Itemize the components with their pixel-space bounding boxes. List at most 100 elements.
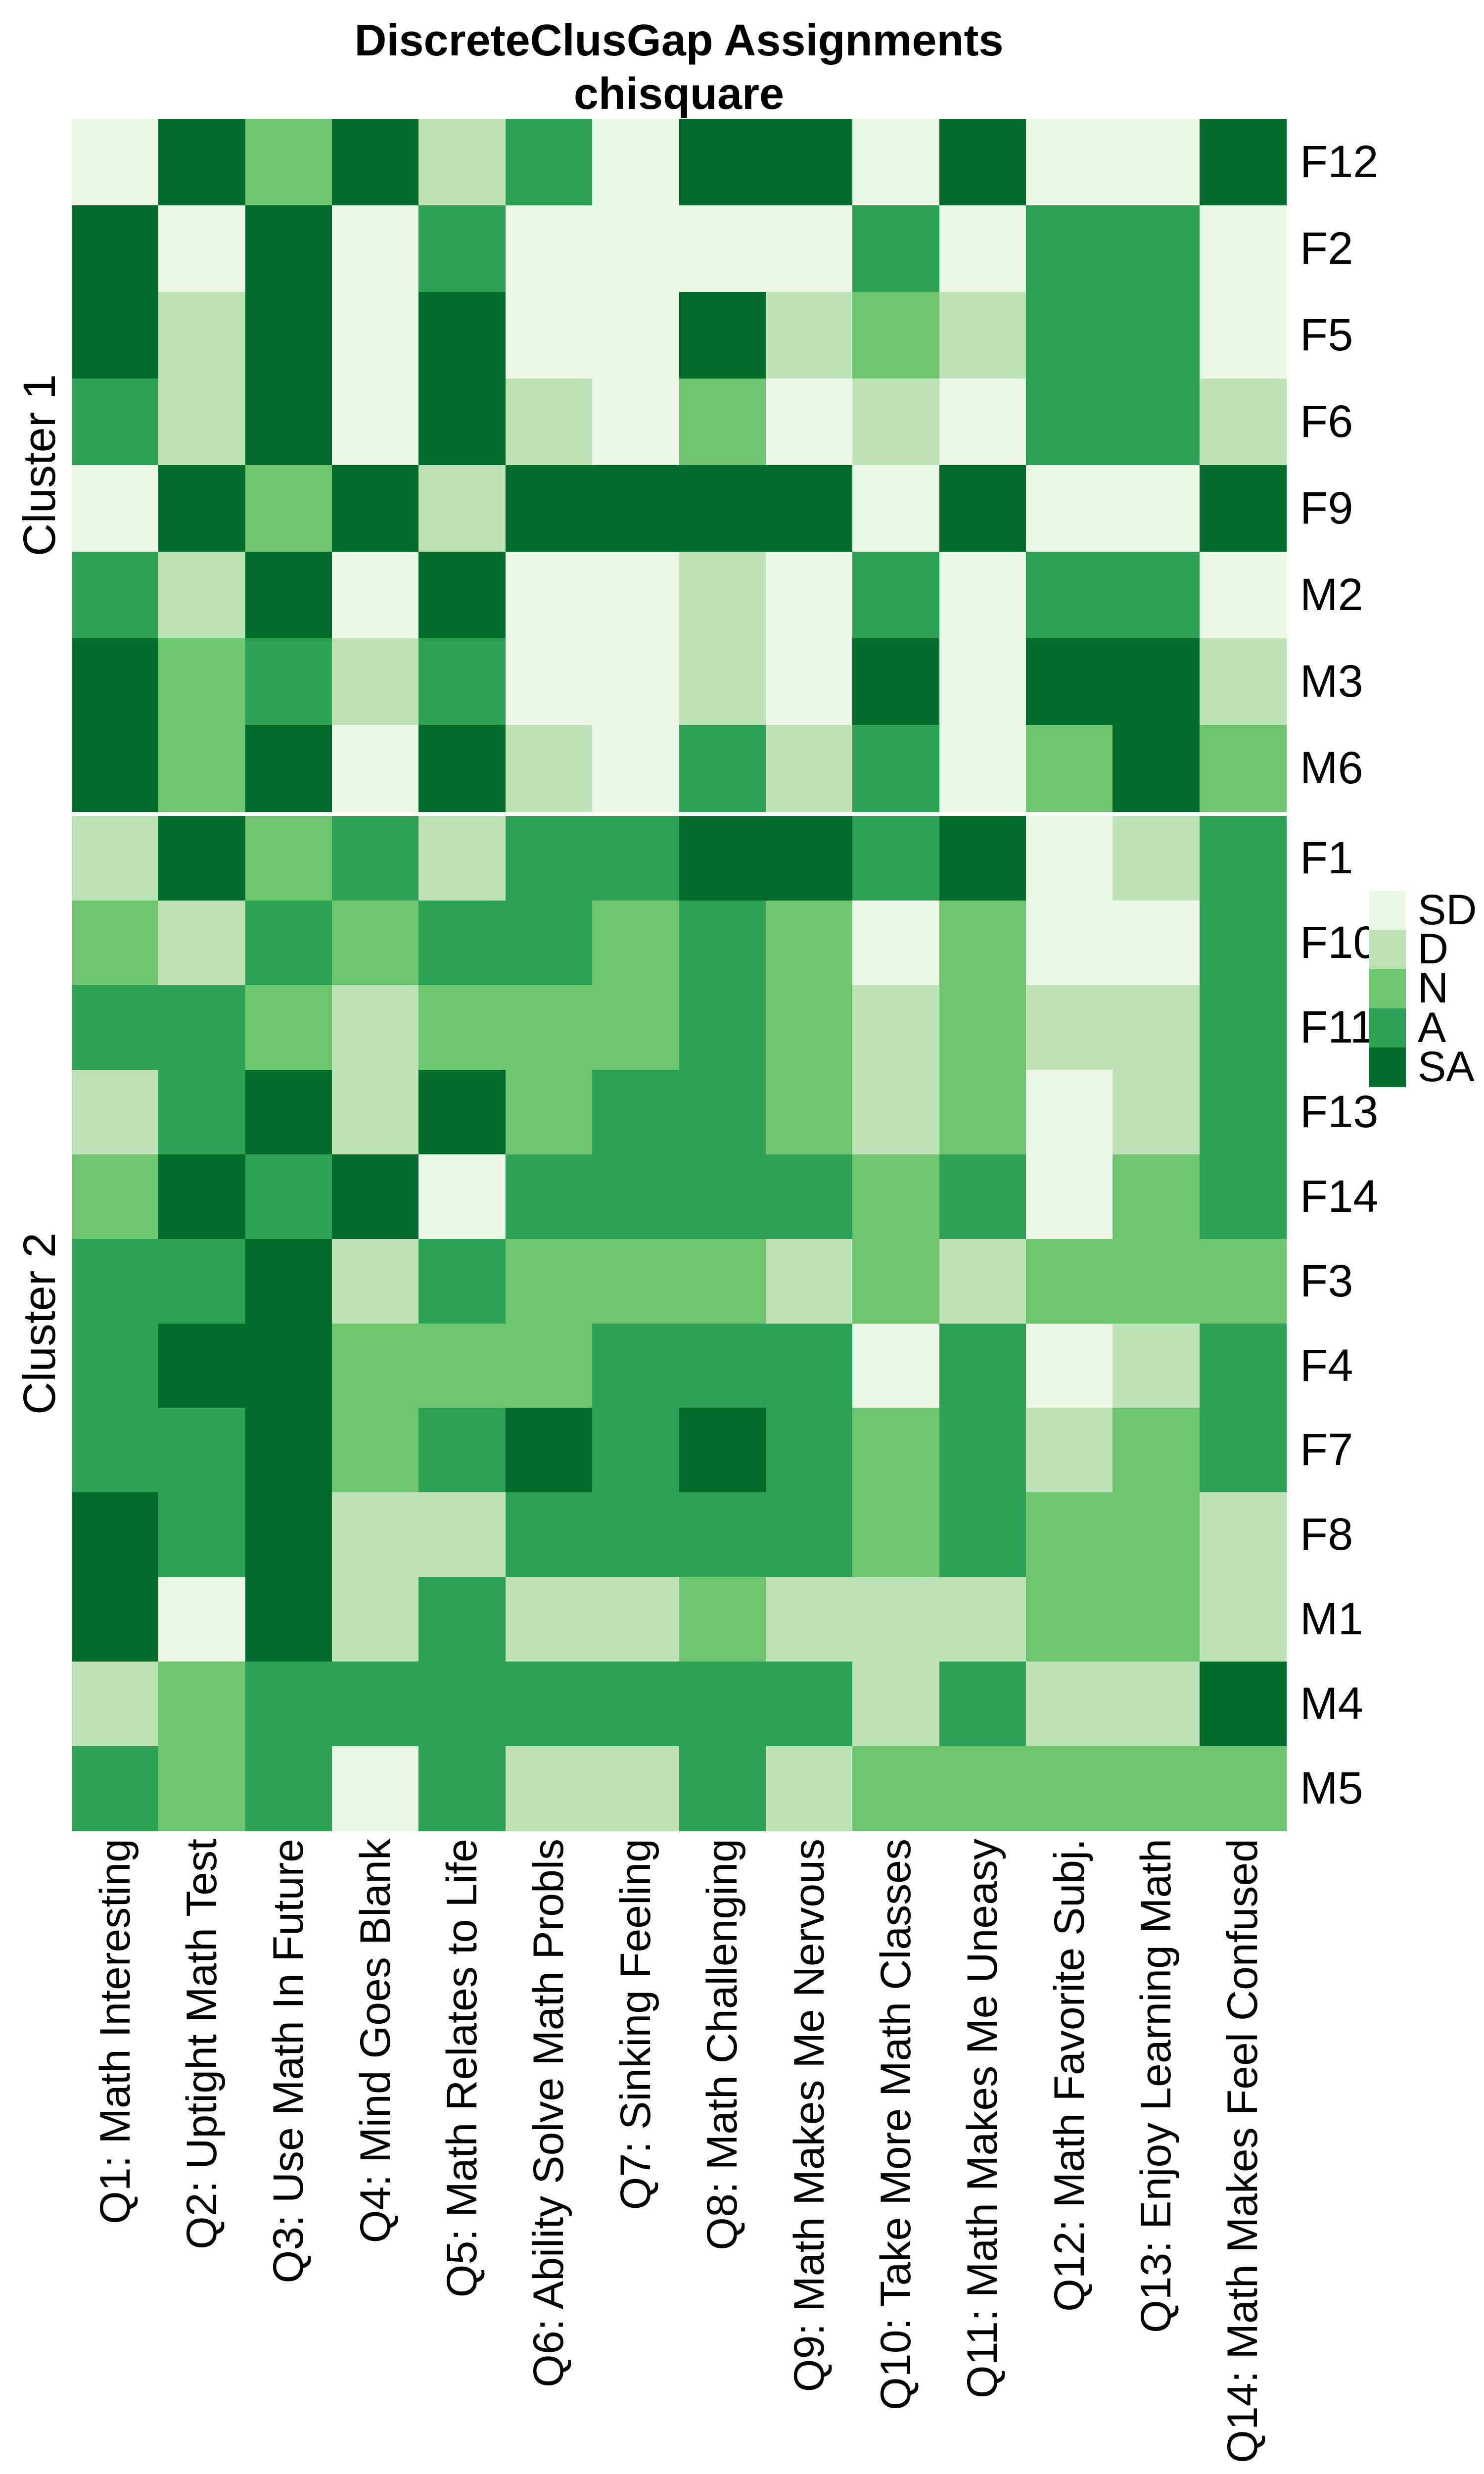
col-label-q7: Q7: Sinking Feeling xyxy=(611,1839,659,2210)
heatmap-cell-M3-col6 xyxy=(505,638,593,725)
heatmap-cell-F11-col5 xyxy=(418,985,506,1070)
heatmap-cell-F14-col5 xyxy=(418,1154,506,1239)
heatmap-cell-F11-col7 xyxy=(592,985,680,1070)
heatmap-cell-F11-col10 xyxy=(852,985,940,1070)
col-label-q4: Q4: Mind Goes Blank xyxy=(351,1839,399,2243)
heatmap-cell-M1-col10 xyxy=(852,1577,940,1663)
heatmap-cell-F14-col10 xyxy=(852,1154,940,1239)
heatmap-cell-F1-col13 xyxy=(1113,816,1200,901)
row-label-F6: F6 xyxy=(1300,396,1353,447)
heatmap-cell-F7-col13 xyxy=(1113,1408,1200,1493)
heatmap-cell-M6-col14 xyxy=(1199,725,1287,812)
heatmap-cell-F2-col8 xyxy=(679,205,766,292)
heatmap-cell-F14-col7 xyxy=(592,1154,680,1239)
legend-swatch-SA xyxy=(1369,1047,1406,1087)
heatmap-cell-M6-col5 xyxy=(418,725,506,812)
heatmap-cell-F1-col4 xyxy=(332,816,419,901)
heatmap-cell-M2-col6 xyxy=(505,552,593,639)
row-label-M1: M1 xyxy=(1300,1594,1363,1645)
heatmap-cell-F11-col1 xyxy=(72,985,159,1070)
heatmap-cell-M5-col14 xyxy=(1199,1746,1287,1831)
row-label-F8: F8 xyxy=(1300,1509,1353,1560)
heatmap-cell-F9-col1 xyxy=(72,465,159,552)
heatmap-cell-F13-col11 xyxy=(939,1069,1026,1155)
heatmap-cell-F9-col6 xyxy=(505,465,593,552)
col-label-q5: Q5: Math Relates to Life xyxy=(438,1839,486,2298)
col-label-q8: Q8: Math Challenging xyxy=(698,1839,746,2250)
heatmap-cell-F13-col10 xyxy=(852,1069,940,1155)
heatmap-cell-F7-col8 xyxy=(679,1408,766,1493)
heatmap-cell-F14-col1 xyxy=(72,1154,159,1239)
row-label-F3: F3 xyxy=(1300,1255,1353,1306)
heatmap-cell-M3-col14 xyxy=(1199,638,1287,725)
col-label-q12: Q12: Math Favorite Subj. xyxy=(1045,1839,1093,2312)
heatmap-cell-F13-col1 xyxy=(72,1069,159,1155)
heatmap-cell-F9-col3 xyxy=(245,465,333,552)
heatmap-cell-F1-col12 xyxy=(1025,816,1113,901)
heatmap-cell-F13-col8 xyxy=(679,1069,766,1155)
heatmap-cell-M1-col4 xyxy=(332,1577,419,1663)
heatmap-cell-F4-col14 xyxy=(1199,1323,1287,1409)
heatmap-cell-M4-col8 xyxy=(679,1662,766,1747)
heatmap-cell-M6-col9 xyxy=(765,725,853,812)
heatmap-cell-F7-col9 xyxy=(765,1408,853,1493)
heatmap-cell-M5-col10 xyxy=(852,1746,940,1831)
heatmap-cell-F10-col14 xyxy=(1199,900,1287,986)
heatmap-cell-F6-col5 xyxy=(418,379,506,466)
heatmap-cell-M3-col1 xyxy=(72,638,159,725)
chart-subtitle: chisquare xyxy=(573,69,785,119)
heatmap-cell-F2-col6 xyxy=(505,205,593,292)
heatmap-cell-F10-col9 xyxy=(765,900,853,986)
heatmap-cell-F9-col13 xyxy=(1113,465,1200,552)
heatmap-cell-F5-col13 xyxy=(1113,292,1200,379)
heatmap-cell-F4-col11 xyxy=(939,1323,1026,1409)
heatmap-cell-F6-col14 xyxy=(1199,379,1287,466)
heatmap-cell-F3-col5 xyxy=(418,1238,506,1324)
heatmap-cell-F9-col7 xyxy=(592,465,680,552)
heatmap-cell-F10-col12 xyxy=(1025,900,1113,986)
heatmap-cell-F9-col5 xyxy=(418,465,506,552)
heatmap-cell-F10-col3 xyxy=(245,900,333,986)
heatmap-cell-M4-col10 xyxy=(852,1662,940,1747)
heatmap-cell-M6-col1 xyxy=(72,725,159,812)
heatmap-cell-M1-col3 xyxy=(245,1577,333,1663)
heatmap-cell-F7-col14 xyxy=(1199,1408,1287,1493)
heatmap-cell-F12-col11 xyxy=(939,119,1026,206)
heatmap-cell-F13-col14 xyxy=(1199,1069,1287,1155)
heatmap-cell-F7-col11 xyxy=(939,1408,1026,1493)
heatmap-cell-M5-col11 xyxy=(939,1746,1026,1831)
heatmap-cell-F6-col13 xyxy=(1113,379,1200,466)
heatmap-cell-F6-col6 xyxy=(505,379,593,466)
heatmap-cell-F10-col13 xyxy=(1113,900,1200,986)
heatmap-cell-M6-col13 xyxy=(1113,725,1200,812)
heatmap-cell-F13-col5 xyxy=(418,1069,506,1155)
heatmap-cell-M4-col7 xyxy=(592,1662,680,1747)
col-label-q1: Q1: Math Interesting xyxy=(91,1839,139,2225)
heatmap-cell-F7-col1 xyxy=(72,1408,159,1493)
heatmap-cell-F10-col10 xyxy=(852,900,940,986)
heatmap-cell-M3-col4 xyxy=(332,638,419,725)
heatmap-cell-M2-col4 xyxy=(332,552,419,639)
row-label-F9: F9 xyxy=(1300,483,1353,533)
heatmap-cell-F3-col3 xyxy=(245,1238,333,1324)
heatmap-cell-F1-col11 xyxy=(939,816,1026,901)
heatmap-cell-F10-col2 xyxy=(158,900,246,986)
row-label-M4: M4 xyxy=(1300,1678,1363,1729)
heatmap-cell-F11-col9 xyxy=(765,985,853,1070)
heatmap-cell-F2-col11 xyxy=(939,205,1026,292)
row-label-F7: F7 xyxy=(1300,1425,1353,1475)
heatmap-cell-F4-col13 xyxy=(1113,1323,1200,1409)
heatmap-cell-F1-col2 xyxy=(158,816,246,901)
heatmap-cell-M1-col13 xyxy=(1113,1577,1200,1663)
heatmap-cell-F3-col6 xyxy=(505,1238,593,1324)
row-label-F2: F2 xyxy=(1300,223,1353,274)
heatmap-cell-M2-col8 xyxy=(679,552,766,639)
heatmap-cell-F10-col11 xyxy=(939,900,1026,986)
heatmap-cell-M5-col5 xyxy=(418,1746,506,1831)
heatmap-cell-F2-col7 xyxy=(592,205,680,292)
heatmap-cell-M4-col9 xyxy=(765,1662,853,1747)
heatmap-cell-F13-col4 xyxy=(332,1069,419,1155)
heatmap-cell-F8-col5 xyxy=(418,1492,506,1578)
heatmap-cell-F4-col1 xyxy=(72,1323,159,1409)
heatmap-cell-F1-col9 xyxy=(765,816,853,901)
